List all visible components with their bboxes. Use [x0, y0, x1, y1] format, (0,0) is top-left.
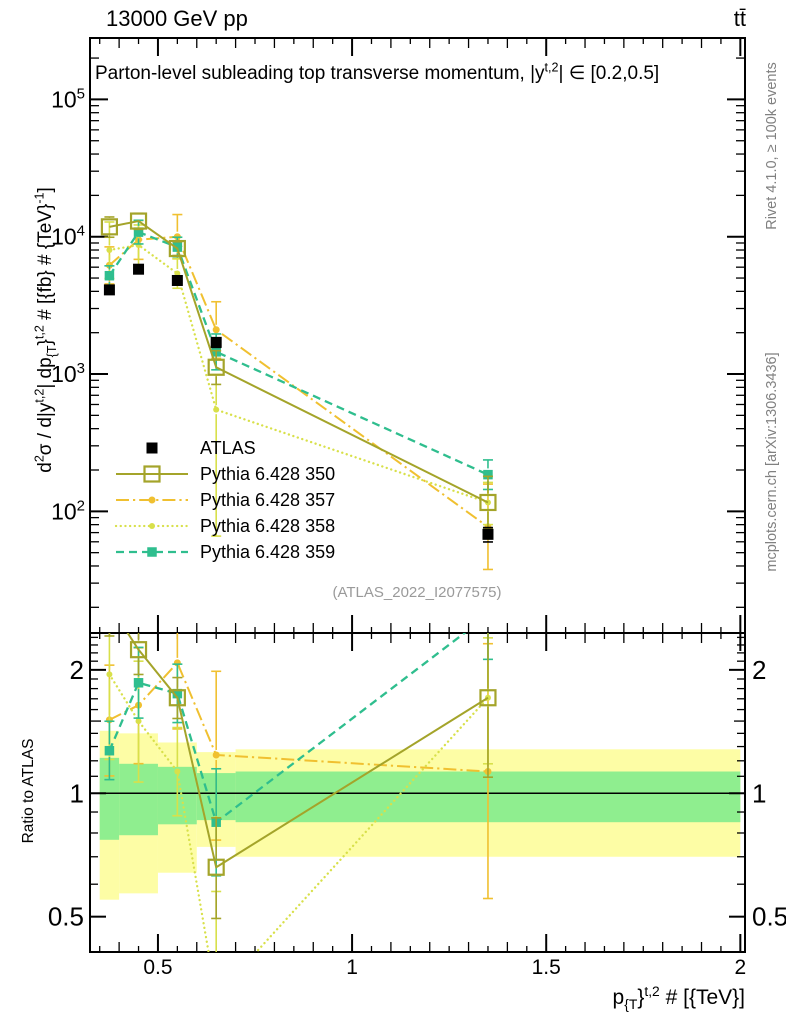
legend-marker-atlas	[146, 442, 158, 454]
series-p350-main	[100, 212, 497, 530]
beam-energy-label: 13000 GeV pp	[106, 6, 248, 31]
rivet-version-note: Rivet 4.1.0, ≥ 100k events	[764, 62, 780, 230]
legend-label: Pythia 6.428 357	[200, 489, 336, 510]
legend-marker-p359	[116, 547, 188, 557]
x-tick-label: 2	[734, 956, 746, 979]
y-tick-label: 103	[51, 360, 85, 387]
legend-label: Pythia 6.428 359	[200, 541, 336, 562]
plot-title: Parton-level subleading top transverse m…	[95, 60, 660, 84]
ratio-tick-label-right: 1	[752, 778, 766, 808]
ratio-tick-label-right: 0.5	[752, 902, 786, 932]
legend-marker-p358	[114, 523, 190, 529]
series-p350-ratio	[104, 633, 497, 920]
x-axis-title: p{T}t,2 # [{TeV}]	[612, 983, 745, 1013]
x-tick-label: 1	[346, 956, 358, 979]
ratio-uncertainty-bands	[99, 730, 741, 900]
ratio-tick-label-left: 1	[70, 778, 84, 808]
legend-label: ATLAS	[200, 437, 256, 458]
legend-item-p357: Pythia 6.428 357	[114, 487, 335, 513]
mcplots-arxiv-note: mcplots.cern.ch [arXiv:1306.3436]	[764, 352, 780, 572]
ratio-tick-label-left: 0.5	[48, 902, 84, 932]
legend-item-p359: Pythia 6.428 359	[114, 539, 335, 565]
legend-item-p350: Pythia 6.428 350	[114, 461, 335, 487]
legend-marker-p350	[116, 465, 188, 483]
legend-item-atlas: ATLAS	[114, 435, 335, 461]
legend: ATLAS Pythia 6.428 350 Pythia 6.428 357 Pyt…	[114, 435, 335, 565]
legend-label: Pythia 6.428 358	[200, 515, 336, 536]
main-y-axis-title: d2σ / d|yt,2| dp{T}t,2 # [{fb} # {TeV}-1…	[32, 187, 59, 473]
legend-marker-p357	[116, 496, 188, 504]
analysis-id-watermark: (ATLAS_2022_I2077575)	[332, 584, 502, 601]
y-tick-label: 105	[51, 85, 85, 112]
axis-ticks	[90, 38, 745, 952]
legend-item-p358: Pythia 6.428 358	[114, 513, 335, 539]
x-tick-label: 0.5	[143, 956, 172, 979]
ratio-tick-label-right: 2	[752, 655, 766, 685]
legend-label: Pythia 6.428 350	[200, 463, 336, 484]
axis-tick-labels: 0.5 1 1.5 2 102 103 104 105 0.5 0.5 1 1 2 2	[48, 85, 786, 979]
ratio-tick-label-left: 2	[70, 655, 84, 685]
green-band-segment	[99, 757, 120, 840]
y-tick-label: 102	[51, 497, 85, 524]
y-tick-label: 104	[51, 223, 85, 250]
x-tick-label: 1.5	[532, 956, 561, 979]
series-p359-main	[104, 219, 493, 491]
series-atlas-main	[103, 263, 494, 543]
process-label: tt̄	[733, 6, 746, 31]
ratio-y-axis-title: Ratio to ATLAS	[20, 738, 37, 844]
